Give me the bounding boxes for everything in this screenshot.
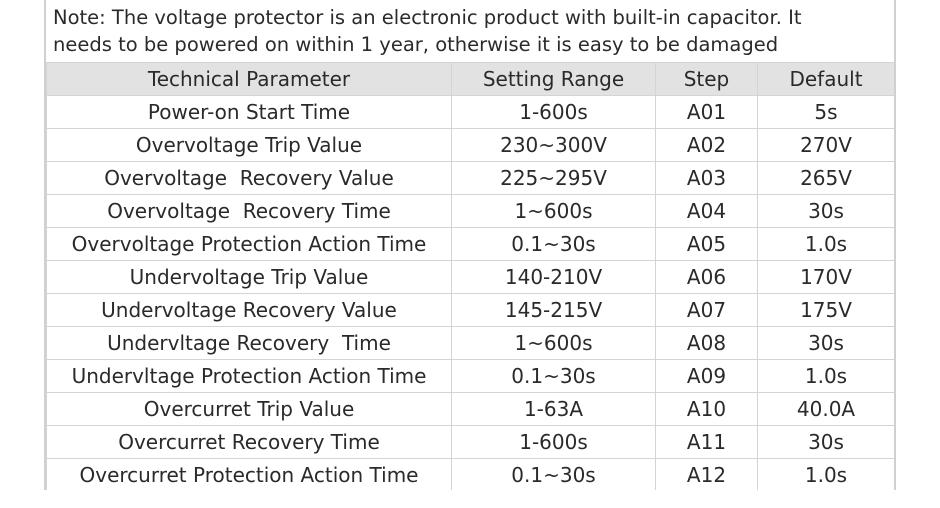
table-cell: 40.0A [757,392,894,426]
table-cell: 1-600s [451,425,656,459]
table-cell: Undervoltage Trip Value [46,260,452,294]
table-row: Overcurret Recovery Time 1-600s A11 30s [46,425,894,459]
table-row: Power-on Start Time 1-600s A01 5s [46,95,894,129]
table-cell: Overvoltage Trip Value [46,128,452,162]
table-cell: 265V [757,161,894,195]
table-cell: 1.0s [757,227,894,261]
table-cell: 175V [757,293,894,327]
table-cell: 145-215V [451,293,656,327]
table-cell: Overvoltage Protection Action Time [46,227,452,261]
table-row: Undervoltage Recovery Value 145-215V A07 17… [46,293,894,327]
table-cell: 0.1~30s [451,359,656,393]
table-cell: A12 [655,458,758,490]
table-cell: Overcurret Recovery Time [46,425,452,459]
parameter-table: Technical Parameter Setting Range Step Defa… [46,62,894,490]
table-cell: A10 [655,392,758,426]
header-cell: Technical Parameter [46,62,452,96]
note-line: needs to be powered on within 1 year, ot… [53,33,779,56]
table-cell: A06 [655,260,758,294]
table-cell: 0.1~30s [451,458,656,490]
note: Note: The voltage protector is an electr… [46,0,894,62]
table-cell: A05 [655,227,758,261]
table-cell: 230~300V [451,128,656,162]
table-cell: 0.1~30s [451,227,656,261]
table-cell: A11 [655,425,758,459]
table-cell: 5s [757,95,894,129]
table-cell: 30s [757,425,894,459]
table-row: Undervltage Recovery Time 1~600s A08 30s [46,326,894,360]
table-cell: A02 [655,128,758,162]
table-cell: Power-on Start Time [46,95,452,129]
table-cell: A03 [655,161,758,195]
table-cell: 140-210V [451,260,656,294]
table-row: Undervoltage Trip Value 140-210V A06 170V [46,260,894,294]
table-cell: Undervltage Protection Action Time [46,359,452,393]
table-cell: 1.0s [757,458,894,490]
table-cell: Undervltage Recovery Time [46,326,452,360]
table-row: Overvoltage Recovery Time 1~600s A04 30s [46,194,894,228]
table-cell: 1-600s [451,95,656,129]
table-cell: 170V [757,260,894,294]
table-cell: Overcurret Protection Action Time [46,458,452,490]
table-row: Overcurret Trip Value 1-63A A10 40.0A [46,392,894,426]
spec-sheet: Note: The voltage protector is an electr… [44,0,896,490]
table-row: Overvoltage Protection Action Time 0.1~30… [46,227,894,261]
table-cell: 225~295V [451,161,656,195]
table-row: Undervltage Protection Action Time 0.1~30… [46,359,894,393]
table-cell: A01 [655,95,758,129]
table-cell: Overvoltage Recovery Time [46,194,452,228]
header-cell: Setting Range [451,62,656,96]
header-cell: Default [757,62,894,96]
note-line: Note: The voltage protector is an electr… [53,6,802,29]
table-cell: 1~600s [451,194,656,228]
table-cell: 270V [757,128,894,162]
table-cell: A09 [655,359,758,393]
header-cell: Step [655,62,758,96]
table-cell: A07 [655,293,758,327]
table-row: Overcurret Protection Action Time 0.1~30s… [46,458,894,490]
table-cell: 1.0s [757,359,894,393]
table-cell: 1-63A [451,392,656,426]
table-row: Overvoltage Trip Value 230~300V A02 270V [46,128,894,162]
table-row: Overvoltage Recovery Value 225~295V A03 265… [46,161,894,195]
header-row: Technical Parameter Setting Range Step Defa… [46,62,894,96]
table-cell: Undervoltage Recovery Value [46,293,452,327]
table-cell: Overvoltage Recovery Value [46,161,452,195]
table-cell: A08 [655,326,758,360]
table-cell: Overcurret Trip Value [46,392,452,426]
table-cell: 1~600s [451,326,656,360]
table-cell: 30s [757,326,894,360]
table-cell: A04 [655,194,758,228]
table-cell: 30s [757,194,894,228]
